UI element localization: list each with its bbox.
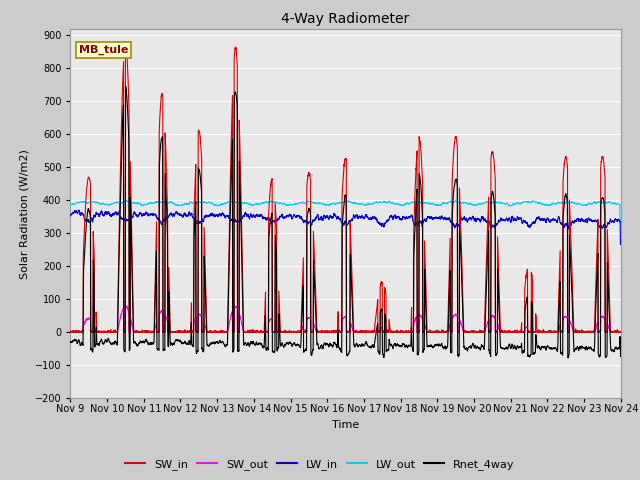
SW_out: [166, 327, 173, 333]
X-axis label: Time: Time: [332, 420, 359, 430]
LW_out: [616, 217, 624, 223]
Rnet_4way: [166, 309, 173, 315]
LW_in: [469, 214, 477, 219]
Rnet_4way: [616, 343, 624, 348]
Rnet_4way: [469, 341, 477, 347]
LW_in: [616, 219, 624, 225]
LW_out: [67, 203, 74, 208]
Rnet_4way: [438, 344, 446, 350]
LW_out: [123, 198, 131, 204]
LW_in: [617, 241, 625, 247]
LW_in: [67, 213, 74, 218]
Y-axis label: Solar Radiation (W/m2): Solar Radiation (W/m2): [19, 149, 29, 278]
LW_out: [325, 202, 333, 208]
Line: SW_out: SW_out: [70, 306, 621, 332]
SW_in: [616, 329, 624, 335]
SW_in: [325, 329, 333, 335]
SW_in: [67, 328, 74, 334]
SW_out: [616, 329, 624, 335]
Line: Rnet_4way: Rnet_4way: [70, 86, 621, 358]
LW_out: [617, 217, 625, 223]
SW_in: [617, 328, 625, 334]
Rnet_4way: [325, 343, 333, 349]
LW_in: [438, 216, 446, 221]
SW_out: [617, 329, 625, 335]
LW_out: [166, 199, 173, 205]
SW_in: [166, 299, 173, 305]
LW_in: [75, 207, 83, 213]
SW_out: [67, 329, 74, 335]
SW_out: [122, 303, 130, 309]
Title: 4-Way Radiometer: 4-Way Radiometer: [282, 12, 410, 26]
SW_out: [469, 329, 477, 335]
Rnet_4way: [617, 352, 625, 358]
SW_in: [439, 329, 447, 335]
LW_out: [469, 202, 477, 208]
Rnet_4way: [500, 346, 508, 352]
SW_in: [122, 39, 129, 45]
Rnet_4way: [122, 84, 129, 89]
LW_out: [500, 201, 508, 206]
SW_out: [500, 329, 508, 335]
Line: LW_out: LW_out: [70, 201, 621, 220]
SW_out: [439, 329, 447, 335]
SW_in: [67, 329, 74, 335]
Line: SW_in: SW_in: [70, 42, 621, 332]
Legend: SW_in, SW_out, LW_in, LW_out, Rnet_4way: SW_in, SW_out, LW_in, LW_out, Rnet_4way: [121, 455, 519, 474]
SW_in: [500, 329, 508, 335]
Line: LW_in: LW_in: [70, 210, 621, 244]
Rnet_4way: [67, 339, 74, 345]
LW_in: [616, 241, 624, 247]
SW_out: [325, 329, 333, 335]
Rnet_4way: [564, 355, 572, 361]
SW_out: [67, 329, 74, 335]
LW_in: [500, 217, 508, 223]
LW_out: [438, 201, 446, 206]
LW_out: [616, 217, 624, 223]
SW_in: [469, 329, 477, 335]
LW_in: [325, 216, 333, 222]
Text: MB_tule: MB_tule: [79, 45, 128, 55]
LW_in: [166, 212, 173, 218]
